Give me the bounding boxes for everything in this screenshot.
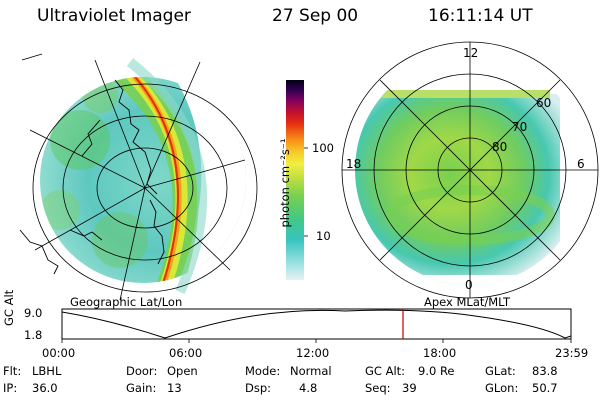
mode-label: Mode: <box>245 364 281 378</box>
seq-value: 39 <box>402 381 417 395</box>
mlt-label-18: 18 <box>346 157 362 171</box>
date-label: 27 Sep 00 <box>272 6 359 26</box>
mode-value: Normal <box>290 364 332 378</box>
gain-label: Gain: <box>126 381 157 395</box>
altitude-xtick-2359: 23:59 <box>555 346 589 360</box>
door-value: Open <box>167 364 198 378</box>
time-label: 16:11:14 UT <box>428 6 533 26</box>
seq-label: Seq: <box>365 381 391 395</box>
glat-value: 83.8 <box>532 364 558 378</box>
door-label: Door: <box>126 364 158 378</box>
mlt-label-12: 12 <box>463 46 479 60</box>
instrument-title: Ultraviolet Imager <box>37 6 191 26</box>
mlat-label-60: 60 <box>536 96 552 110</box>
mlat-label-70: 70 <box>512 120 528 134</box>
gain-value: 13 <box>167 381 182 395</box>
ip-label: IP: <box>3 381 18 395</box>
glon-label: GLon: <box>485 381 519 395</box>
altitude-curve <box>61 309 572 339</box>
right-panel-caption: Apex MLat/MLT <box>424 295 511 309</box>
glon-value: 50.7 <box>532 381 558 395</box>
altitude-ylabel: GC Alt <box>2 289 16 326</box>
left-panel-caption: Geographic Lat/Lon <box>70 295 183 309</box>
colorbar-tick-10: 10 <box>316 229 331 243</box>
dsp-value: 4.8 <box>299 381 318 395</box>
dsp-label: Dsp: <box>245 381 272 395</box>
altitude-xtick-0600: 06:00 <box>169 346 203 360</box>
filter-value: LBHL <box>32 364 62 378</box>
mlt-label-0: 0 <box>465 278 473 292</box>
filter-label: Flt: <box>3 364 22 378</box>
altitude-xtick-1200: 12:00 <box>296 346 330 360</box>
altitude-xtick-0000: 00:00 <box>42 346 76 360</box>
colorbar-tick-100: 100 <box>312 141 334 155</box>
ip-value: 36.0 <box>32 381 58 395</box>
altitude-ytick-1-8: 1.8 <box>24 328 43 342</box>
altitude-ytick-9: 9.0 <box>24 306 43 320</box>
glat-label: GLat: <box>485 364 516 378</box>
gc-alt-value: 9.0 Re <box>418 364 455 378</box>
gc-alt-label: GC Alt: <box>365 364 406 378</box>
mlat-label-80: 80 <box>492 140 508 154</box>
altitude-xtick-1800: 18:00 <box>423 346 457 360</box>
mlt-label-6: 6 <box>577 157 585 171</box>
